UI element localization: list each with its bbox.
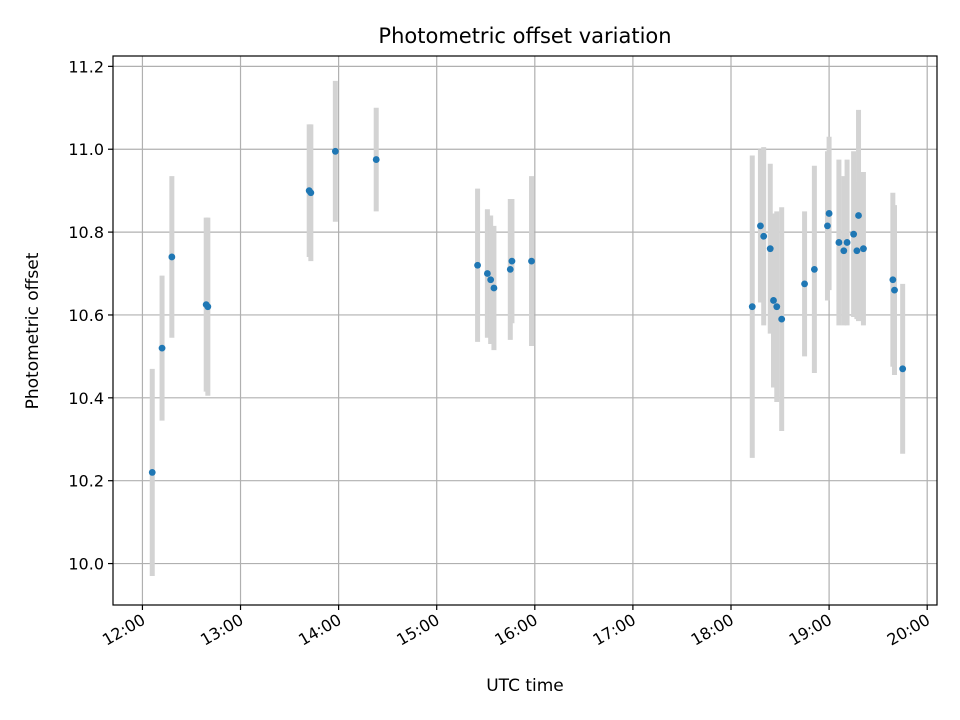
data-point (204, 303, 212, 311)
data-point (899, 365, 907, 373)
data-point (891, 286, 898, 294)
data-point (840, 247, 848, 255)
y-tick-label: 10.4 (68, 389, 104, 408)
y-tick-label: 10.2 (68, 472, 104, 491)
data-point (843, 239, 851, 246)
y-axis-label: Photometric offset (23, 252, 43, 409)
data-point (855, 212, 862, 219)
data-point (372, 156, 380, 163)
data-point (778, 315, 786, 323)
x-axis-label: UTC time (486, 676, 564, 696)
data-point (490, 284, 498, 292)
data-point (825, 210, 833, 217)
data-point (860, 245, 867, 253)
data-point (148, 469, 156, 476)
data-point (824, 222, 831, 230)
data-point (810, 265, 818, 273)
data-point (158, 344, 166, 352)
y-tick-label: 10.8 (68, 223, 104, 242)
data-point (483, 270, 491, 277)
data-point (766, 245, 774, 253)
y-tick-label: 10.6 (68, 306, 104, 325)
data-point (528, 257, 535, 265)
chart-title: Photometric offset variation (378, 24, 671, 48)
data-point (853, 247, 861, 255)
data-point (850, 230, 858, 238)
data-point (331, 147, 339, 155)
y-tick-label: 10.0 (68, 555, 104, 574)
data-point (474, 261, 481, 269)
data-point (773, 303, 781, 311)
data-point (748, 303, 756, 311)
data-point (508, 257, 516, 265)
data-point (770, 297, 777, 304)
data-point (760, 232, 768, 240)
y-tick-label: 11.2 (68, 57, 104, 76)
data-point (506, 265, 514, 273)
data-point (889, 276, 897, 284)
data-point (307, 189, 315, 197)
y-tick-label: 11.0 (68, 140, 104, 159)
plot-frame (112, 55, 938, 606)
data-point (801, 280, 808, 288)
data-point (835, 239, 843, 246)
data-point (168, 253, 176, 261)
data-point (757, 222, 764, 230)
data-points (148, 147, 907, 476)
y-axis-ticks: 10.0 10.2 10.4 10.6 10.8 11.0 11.2 (68, 57, 113, 574)
data-point (487, 276, 495, 284)
